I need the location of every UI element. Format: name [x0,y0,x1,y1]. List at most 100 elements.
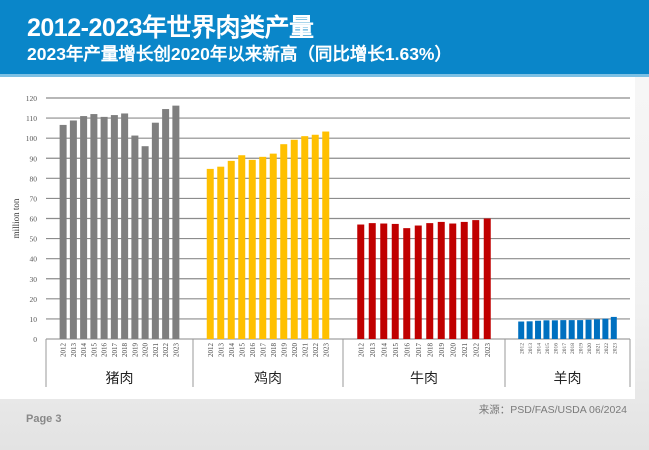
source-note: 来源：PSD/FAS/USDA 06/2024 [478,404,627,416]
x-tick-label: 2017 [111,343,119,358]
slide-title: 2012-2023年世界肉类产量 [27,14,314,42]
bar-2023 [610,316,617,339]
bar-2013 [526,321,533,339]
bar-2016 [551,320,558,339]
x-tick-label: 2017 [562,343,568,354]
bar-2023 [322,131,330,339]
y-tick-label: 10 [30,315,38,324]
y-tick-label: 20 [30,295,38,304]
bar-2020 [449,223,457,339]
bar-2018 [426,223,434,339]
y-tick-label: 80 [30,174,38,183]
bar-2016 [248,159,256,339]
x-tick-label: 2012 [520,343,526,354]
y-tick-label: 90 [30,154,38,163]
x-tick-label: 2014 [537,343,543,354]
bar-2022 [162,109,170,339]
y-axis-label: million ton [11,198,21,238]
bar-2018 [568,320,575,339]
x-tick-label: 2014 [228,343,236,358]
x-tick-label: 2018 [270,343,278,358]
x-tick-label: 2021 [595,343,601,354]
bar-2014 [80,116,88,339]
x-tick-label: 2012 [207,343,215,358]
x-tick-label: 2015 [90,343,98,358]
bar-2016 [100,116,108,340]
x-tick-label: 2023 [322,343,330,358]
x-tick-label: 2018 [121,343,129,358]
x-tick-label: 2019 [131,343,139,358]
y-tick-label: 120 [26,94,38,103]
group-label: 鸡肉 [254,370,282,386]
bar-2017 [560,320,567,339]
x-tick-label: 2015 [392,343,400,358]
bar-2023 [172,105,180,339]
x-tick-label: 2016 [403,343,411,358]
bar-2020 [585,319,592,339]
x-tick-label: 2022 [604,343,610,354]
x-tick-label: 2020 [142,343,150,358]
group-label: 牛肉 [410,370,438,386]
bar-2022 [311,134,319,339]
bar-2021 [301,136,309,339]
x-tick-label: 2019 [579,343,585,354]
y-tick-label: 60 [30,215,38,224]
page-number: Page 3 [26,413,62,425]
x-tick-label: 2015 [238,343,246,358]
chart-panel: 0 10 20 30 40 50 60 70 80 90 100 110 120 million ton 2… [0,77,635,399]
bar-2017 [259,156,267,339]
x-tick-label: 2016 [101,343,109,358]
bar-2012 [518,321,525,339]
y-tick-label: 70 [30,194,38,203]
bar-2013 [217,166,225,339]
bar-2023 [483,218,491,339]
x-tick-label: 2021 [301,343,309,358]
bar-2019 [577,320,584,339]
bar-2020 [141,146,149,339]
x-tick-label: 2013 [70,343,78,358]
bar-2014 [380,223,388,339]
bar-2019 [131,135,139,339]
bar-2012 [357,224,365,339]
x-tick-label: 2020 [587,343,593,354]
x-tick-label: 2016 [249,343,257,358]
bar-2022 [602,318,609,339]
bar-2015 [90,114,98,339]
x-tick-label: 2023 [484,343,492,358]
bar-2013 [69,120,77,339]
group-label: 羊肉 [554,370,582,386]
bar-2016 [403,228,411,339]
x-tick-label: 2023 [172,343,180,358]
group-label: 猪肉 [106,370,134,386]
x-tick-label: 2017 [259,343,267,358]
bar-2021 [151,122,159,339]
y-tick-label: 50 [30,235,38,244]
bar-2021 [593,319,600,339]
bar-2015 [238,155,246,339]
bar-2013 [368,223,376,339]
x-tick-label: 2017 [415,343,423,358]
slide-subtitle: 2023年产量增长创2020年以来新高（同比增长1.63%） [27,44,452,64]
x-tick-label: 2019 [280,343,288,358]
x-tick-label: 2020 [291,343,299,358]
bar-2019 [437,221,445,339]
bar-2012 [59,124,67,339]
x-tick-label: 2013 [528,343,534,354]
x-tick-label: 2023 [612,343,618,354]
x-tick-label: 2018 [570,343,576,354]
bar-2018 [269,153,277,339]
bar-2015 [543,320,550,339]
x-tick-label: 2020 [449,343,457,358]
bar-2014 [535,320,542,339]
y-tick-label: 100 [26,134,38,143]
y-tick-label: 110 [26,114,37,123]
bar-2014 [227,160,235,339]
x-tick-label: 2022 [472,343,480,358]
x-tick-label: 2019 [438,343,446,358]
bar-2017 [414,225,422,339]
bar-2017 [110,115,118,339]
x-tick-label: 2022 [162,343,170,358]
bar-2015 [391,223,399,339]
x-tick-label: 2013 [369,343,377,358]
x-tick-label: 2021 [461,343,469,358]
